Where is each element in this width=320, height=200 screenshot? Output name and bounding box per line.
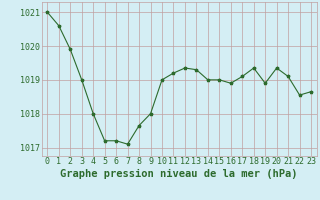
X-axis label: Graphe pression niveau de la mer (hPa): Graphe pression niveau de la mer (hPa) <box>60 169 298 179</box>
